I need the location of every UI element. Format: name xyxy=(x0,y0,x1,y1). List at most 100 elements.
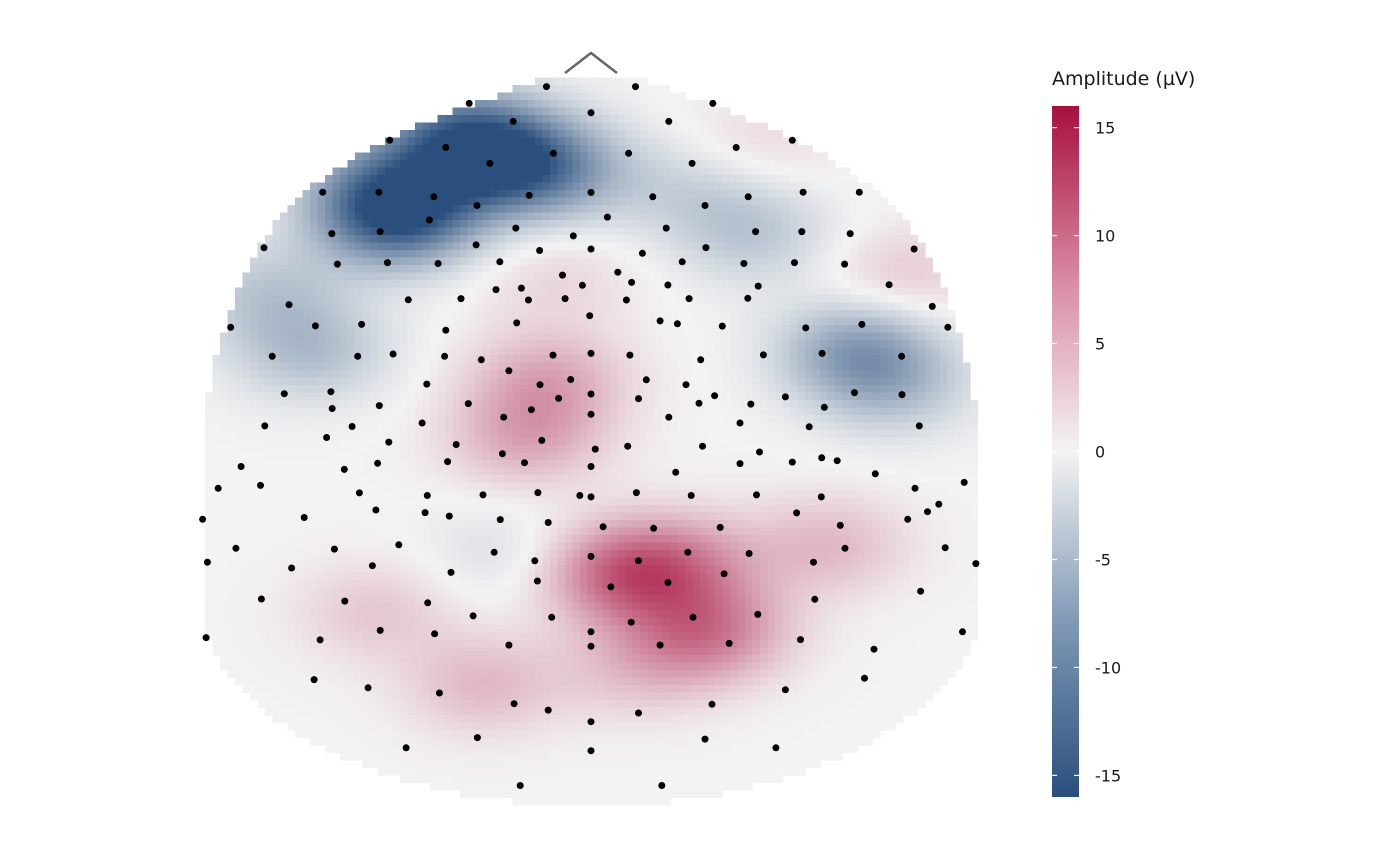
heatmap-cell xyxy=(347,325,356,334)
heatmap-cell xyxy=(452,407,461,416)
heatmap-cell xyxy=(482,490,491,499)
heatmap-cell xyxy=(317,257,326,266)
heatmap-cell xyxy=(775,362,784,371)
heatmap-cell xyxy=(640,355,649,364)
heatmap-cell xyxy=(880,317,889,326)
heatmap-cell xyxy=(400,467,409,476)
heatmap-cell xyxy=(490,265,499,274)
heatmap-cell xyxy=(452,332,461,341)
heatmap-cell xyxy=(310,265,319,274)
heatmap-cell xyxy=(670,340,679,349)
heatmap-cell xyxy=(265,475,274,484)
heatmap-cell xyxy=(385,407,394,416)
heatmap-cell xyxy=(250,407,259,416)
heatmap-cell xyxy=(887,340,896,349)
heatmap-cell xyxy=(970,445,979,454)
heatmap-cell xyxy=(910,475,919,484)
heatmap-cell xyxy=(805,212,814,221)
heatmap-cell xyxy=(715,317,724,326)
heatmap-cell xyxy=(400,347,409,356)
heatmap-cell xyxy=(490,437,499,446)
heatmap-cell xyxy=(325,362,334,371)
heatmap-cell xyxy=(205,392,214,401)
heatmap-cell xyxy=(572,377,581,386)
heatmap-cell xyxy=(745,377,754,386)
heatmap-cell xyxy=(857,385,866,394)
heatmap-cell xyxy=(542,355,551,364)
heatmap-cell xyxy=(445,295,454,304)
heatmap-cell xyxy=(497,407,506,416)
heatmap-cell xyxy=(670,400,679,409)
heatmap-cell xyxy=(940,287,949,296)
heatmap-cell xyxy=(797,145,806,154)
heatmap-cell xyxy=(857,250,866,259)
heatmap-cell xyxy=(895,467,904,476)
heatmap-cell xyxy=(580,175,589,184)
heatmap-cell xyxy=(587,85,596,94)
heatmap-cell xyxy=(265,355,274,364)
heatmap-cell xyxy=(775,205,784,214)
heatmap-cell xyxy=(580,355,589,364)
heatmap-cell xyxy=(805,482,814,491)
heatmap-cell xyxy=(737,205,746,214)
heatmap-cell xyxy=(790,400,799,409)
heatmap-cell xyxy=(505,430,514,439)
heatmap-cell xyxy=(655,295,664,304)
heatmap-cell xyxy=(430,182,439,191)
heatmap-cell xyxy=(880,437,889,446)
heatmap-cell xyxy=(557,145,566,154)
heatmap-cell xyxy=(880,415,889,424)
heatmap-cell xyxy=(640,310,649,319)
heatmap-cell xyxy=(677,242,686,251)
heatmap-cell xyxy=(557,77,566,86)
heatmap-cell xyxy=(550,505,559,514)
heatmap-cell xyxy=(535,77,544,86)
heatmap-cell xyxy=(287,317,296,326)
heatmap-cell xyxy=(505,302,514,311)
heatmap-cell xyxy=(850,460,859,469)
heatmap-cell xyxy=(722,452,731,461)
heatmap-cell xyxy=(242,475,251,484)
heatmap-cell xyxy=(752,257,761,266)
heatmap-cell xyxy=(287,265,296,274)
heatmap-cell xyxy=(895,400,904,409)
heatmap-cell xyxy=(797,467,806,476)
heatmap-cell xyxy=(362,377,371,386)
heatmap-cell xyxy=(340,250,349,259)
heatmap-cell xyxy=(880,362,889,371)
heatmap-cell xyxy=(475,362,484,371)
heatmap-cell xyxy=(535,197,544,206)
heatmap-cell xyxy=(250,257,259,266)
heatmap-cell xyxy=(767,310,776,319)
heatmap-cell xyxy=(355,295,364,304)
heatmap-cell xyxy=(707,400,716,409)
heatmap-cell xyxy=(700,407,709,416)
heatmap-cell xyxy=(887,497,896,506)
heatmap-cell xyxy=(932,467,941,476)
heatmap-cell xyxy=(872,250,881,259)
heatmap-cell xyxy=(715,325,724,334)
heatmap-cell xyxy=(430,422,439,431)
heatmap-cell xyxy=(925,377,934,386)
heatmap-cell xyxy=(880,377,889,386)
heatmap-cell xyxy=(880,370,889,379)
heatmap-cell xyxy=(685,302,694,311)
heatmap-cell xyxy=(835,332,844,341)
heatmap-cell xyxy=(595,190,604,199)
heatmap-cell xyxy=(392,205,401,214)
heatmap-cell xyxy=(767,482,776,491)
heatmap-cell xyxy=(565,482,574,491)
heatmap-cell xyxy=(460,407,469,416)
heatmap-cell xyxy=(542,295,551,304)
heatmap-cell xyxy=(752,362,761,371)
heatmap-cell xyxy=(280,490,289,499)
heatmap-cell xyxy=(295,445,304,454)
heatmap-cell xyxy=(437,295,446,304)
heatmap-cell xyxy=(865,227,874,236)
heatmap-cell xyxy=(910,437,919,446)
heatmap-cell xyxy=(805,362,814,371)
heatmap-cell xyxy=(542,512,551,521)
heatmap-cell xyxy=(692,167,701,176)
heatmap-cell xyxy=(557,265,566,274)
heatmap-cell xyxy=(400,407,409,416)
